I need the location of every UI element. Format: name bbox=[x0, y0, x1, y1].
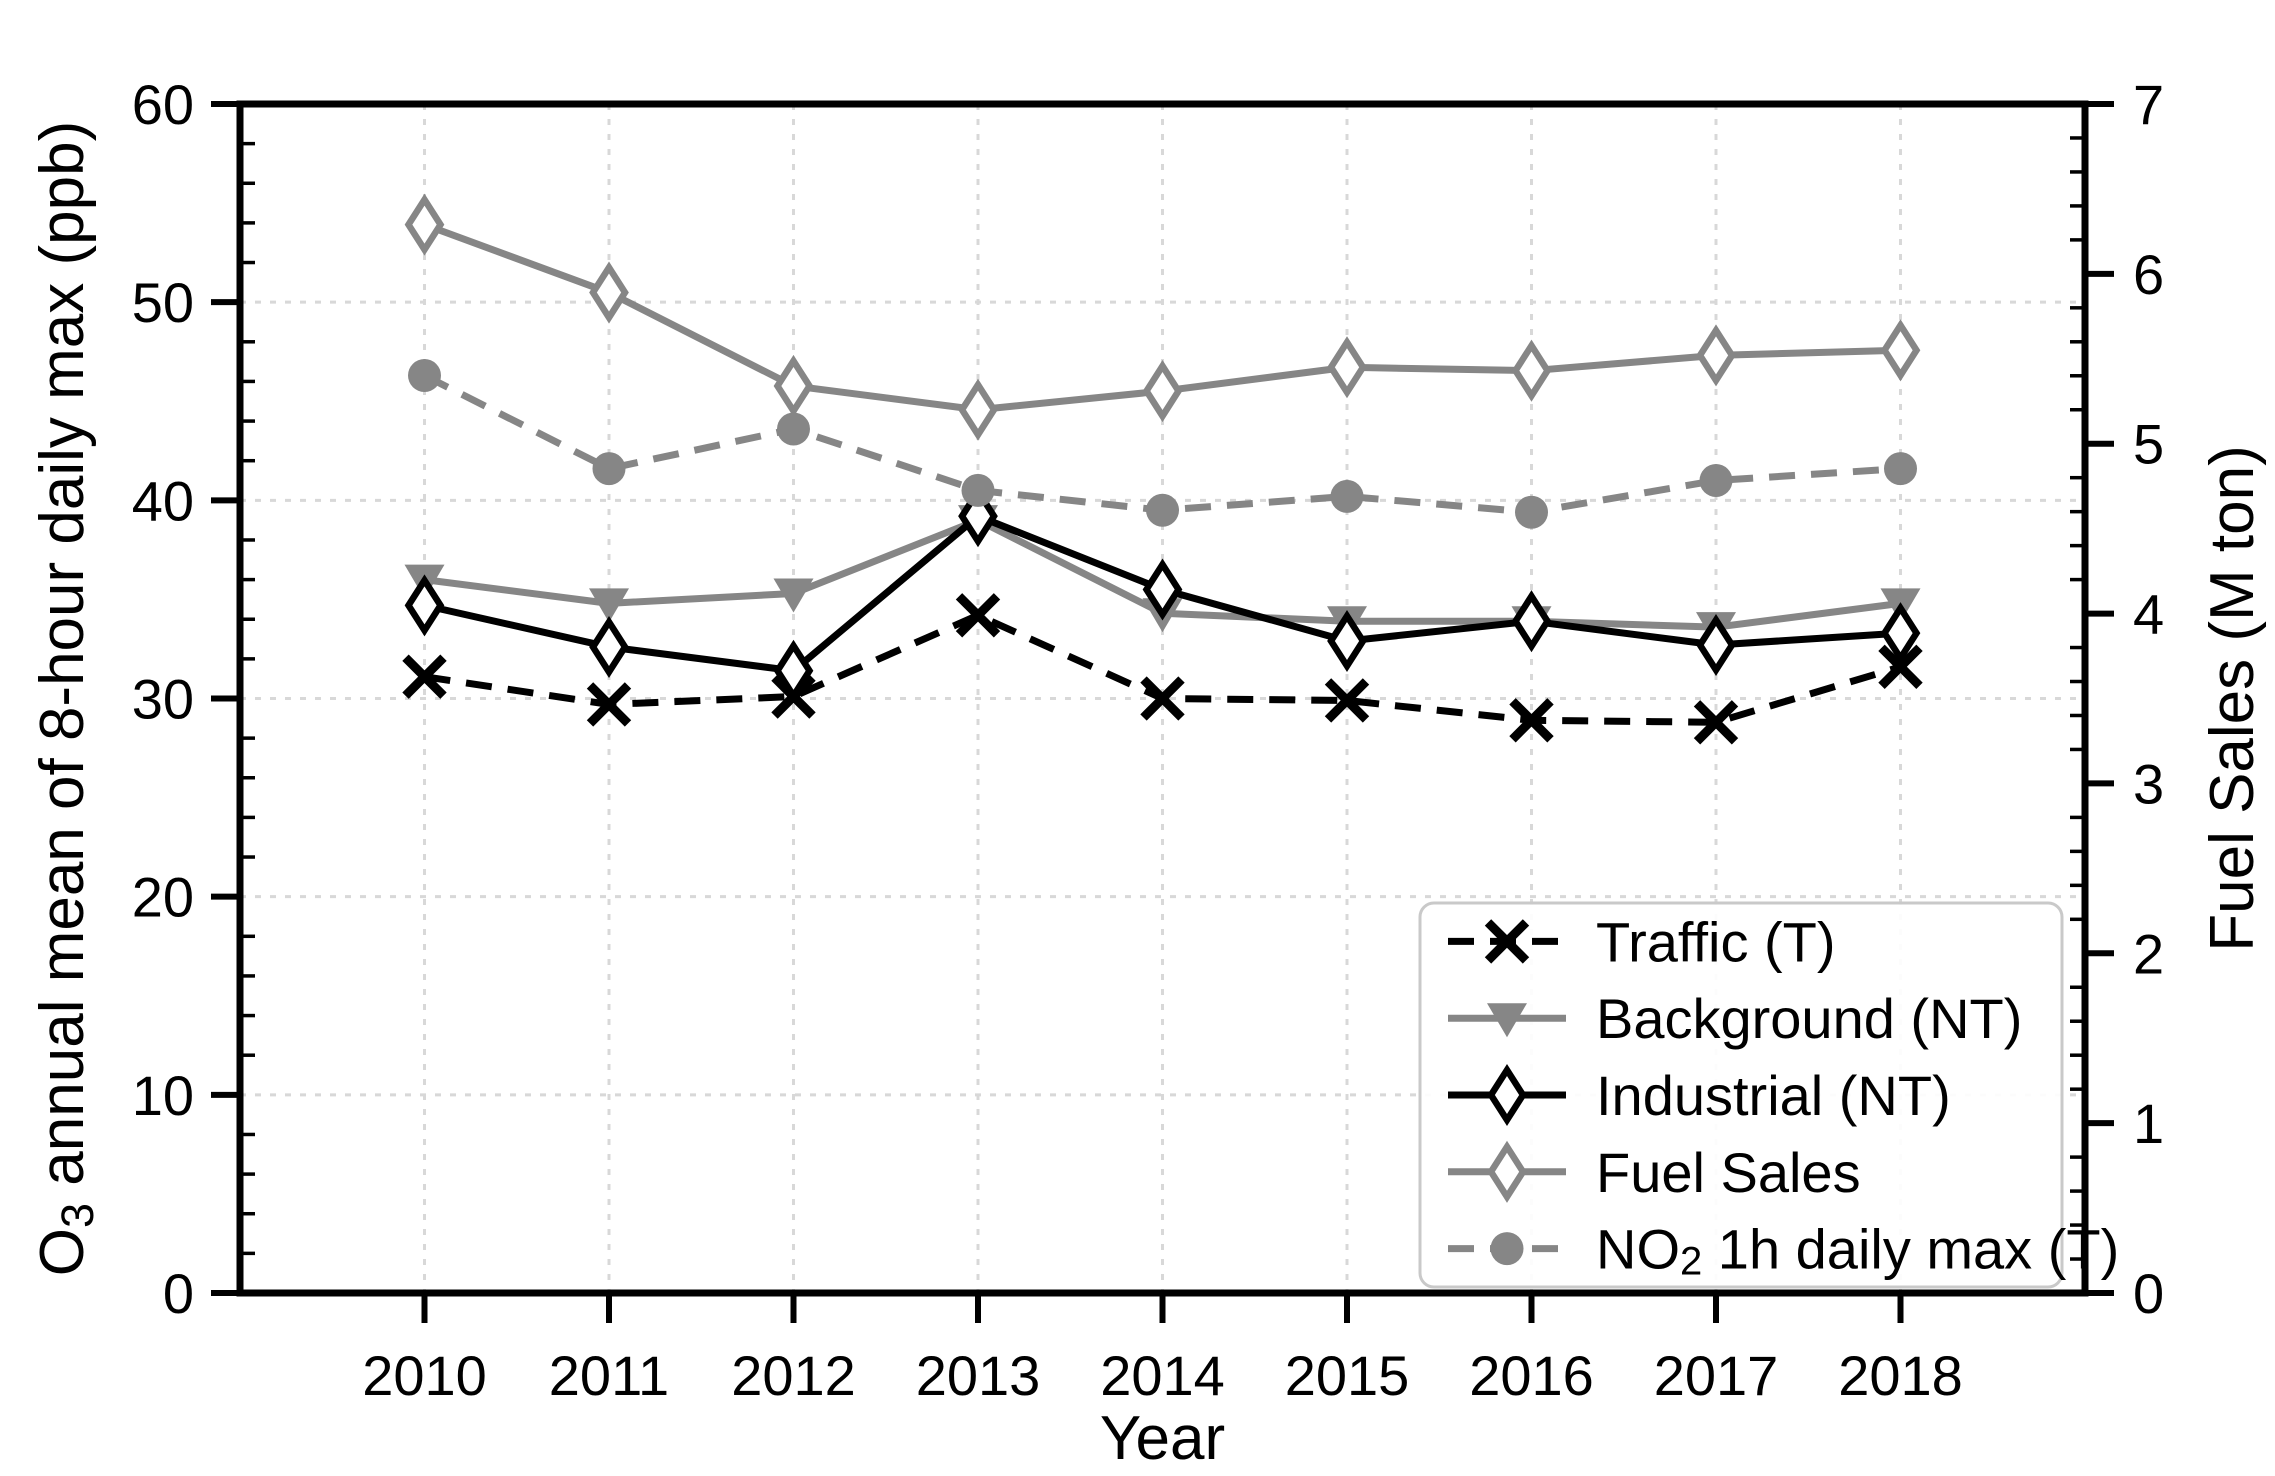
left-axis-tick-label: 60 bbox=[132, 73, 194, 136]
series-no2-marker bbox=[408, 358, 441, 392]
series-fuel-marker bbox=[773, 354, 814, 417]
legend-label-industrial: Industrial (NT) bbox=[1596, 1064, 1951, 1127]
series-fuel-marker bbox=[1696, 324, 1736, 387]
legend-label-traffic: Traffic (T) bbox=[1596, 910, 1836, 973]
series-traffic-marker bbox=[586, 682, 632, 727]
x-axis-tick-label: 2012 bbox=[731, 1344, 856, 1407]
legend-box bbox=[1418, 901, 2064, 1289]
series-industrial-marker bbox=[404, 574, 445, 637]
right-axis-tick-label: 6 bbox=[2133, 242, 2164, 305]
series-industrial-marker bbox=[773, 639, 814, 702]
series-no2-marker bbox=[1884, 452, 1917, 486]
series-fuel-marker bbox=[589, 261, 629, 324]
series-fuel bbox=[404, 193, 1921, 441]
axis-tick-labels: 0 10 20 30 40 50 60 0 1 2 3 4 5 6 7 2010 2011 2012 2013 201… bbox=[132, 73, 2164, 1407]
legend-key-marker bbox=[1487, 1140, 1527, 1203]
right-axis-tick-label: 5 bbox=[2133, 412, 2164, 475]
series-no2-marker bbox=[592, 452, 626, 486]
right-axis-tick-label: 1 bbox=[2133, 1092, 2164, 1155]
y-axis-title-right: Fuel Sales (M ton) bbox=[2198, 445, 2267, 952]
plot-series bbox=[402, 193, 1923, 745]
left-axis-tick-label: 50 bbox=[132, 271, 194, 334]
series-industrial-marker bbox=[1880, 602, 1921, 665]
series-traffic-marker bbox=[1140, 676, 1185, 721]
series-traffic-marker bbox=[1878, 644, 1923, 689]
x-axis-tick-label: 2016 bbox=[1469, 1344, 1594, 1407]
series-traffic-marker bbox=[1693, 700, 1739, 745]
left-axis-tick-label: 40 bbox=[132, 469, 194, 532]
right-axis-tick-label: 0 bbox=[2133, 1262, 2164, 1325]
x-axis-tick-label: 2013 bbox=[916, 1344, 1041, 1407]
left-axis-tick-label: 10 bbox=[132, 1063, 194, 1126]
series-no2-marker bbox=[1146, 493, 1179, 527]
series-industrial-marker bbox=[1511, 590, 1552, 653]
legend-label-no2: NO2 1h daily max (T) bbox=[1596, 1217, 2119, 1284]
legend-entry-fuel: Fuel Sales bbox=[1448, 1140, 1861, 1203]
series-no2 bbox=[408, 358, 1917, 529]
legend-entry-industrial: Industrial (NT) bbox=[1448, 1064, 1951, 1127]
left-axis-tick-label: 30 bbox=[132, 667, 194, 730]
series-no2-marker bbox=[1330, 479, 1364, 513]
series-no2-marker bbox=[1515, 495, 1548, 529]
series-fuel-marker bbox=[958, 378, 998, 441]
series-traffic-marker bbox=[955, 593, 1001, 638]
axis-titles: O3 annual mean of 8-hour daily max (ppb)… bbox=[28, 121, 2267, 1473]
series-traffic-marker bbox=[1509, 698, 1554, 743]
series-background-marker bbox=[773, 578, 814, 613]
series-fuel-marker bbox=[1880, 319, 1921, 382]
series-no2-marker bbox=[961, 473, 995, 507]
right-axis-tick-label: 3 bbox=[2133, 752, 2164, 815]
series-traffic-marker bbox=[402, 654, 447, 699]
series-traffic-marker bbox=[1324, 678, 1370, 723]
legend-entry-no2: NO2 1h daily max (T) bbox=[1448, 1217, 2119, 1284]
legend-label-background: Background (NT) bbox=[1596, 987, 2022, 1050]
series-no2-marker bbox=[1699, 464, 1733, 498]
x-axis-tick-label: 2011 bbox=[549, 1344, 669, 1407]
series-fuel-marker bbox=[1142, 360, 1183, 423]
series-background-marker bbox=[589, 588, 629, 623]
y-axis-title-left: O3 annual mean of 8-hour daily max (ppb) bbox=[28, 121, 103, 1276]
series-industrial bbox=[404, 485, 1921, 702]
legend-key-marker bbox=[1484, 919, 1530, 964]
series-no2-marker bbox=[777, 412, 810, 446]
series-industrial-marker bbox=[1696, 613, 1736, 677]
series-industrial-marker bbox=[1327, 610, 1367, 673]
series-fuel-marker bbox=[1511, 339, 1552, 402]
x-axis-tick-label: 2010 bbox=[362, 1344, 487, 1407]
series-industrial-marker bbox=[589, 615, 629, 679]
x-axis-tick-label: 2017 bbox=[1654, 1344, 1779, 1407]
legend-entry-traffic: Traffic (T) bbox=[1448, 910, 1836, 973]
series-industrial-marker bbox=[1142, 558, 1183, 621]
legend-label-fuel: Fuel Sales bbox=[1596, 1140, 1861, 1203]
series-fuel-marker bbox=[404, 193, 445, 256]
left-axis-tick-label: 0 bbox=[163, 1262, 194, 1325]
x-axis-title: Year bbox=[1100, 1404, 1225, 1473]
legend-key-marker bbox=[1487, 1063, 1527, 1127]
right-axis-tick-label: 7 bbox=[2133, 73, 2164, 136]
right-axis-tick-label: 2 bbox=[2133, 922, 2164, 985]
legend: Traffic (T) Background (NT) Industrial (NT… bbox=[1418, 901, 2119, 1289]
x-axis-tick-label: 2018 bbox=[1838, 1344, 1963, 1407]
legend-entry-background: Background (NT) bbox=[1448, 987, 2022, 1050]
series-traffic bbox=[402, 593, 1923, 745]
axis-ticks bbox=[211, 101, 2114, 1323]
x-axis-tick-label: 2015 bbox=[1285, 1344, 1410, 1407]
x-axis-tick-label: 2014 bbox=[1100, 1344, 1225, 1407]
left-axis-tick-label: 20 bbox=[132, 865, 194, 928]
legend-key-marker bbox=[1490, 1232, 1524, 1266]
legend-key-marker bbox=[1487, 1003, 1527, 1038]
right-axis-tick-label: 4 bbox=[2133, 582, 2164, 645]
series-fuel-marker bbox=[1327, 336, 1367, 399]
